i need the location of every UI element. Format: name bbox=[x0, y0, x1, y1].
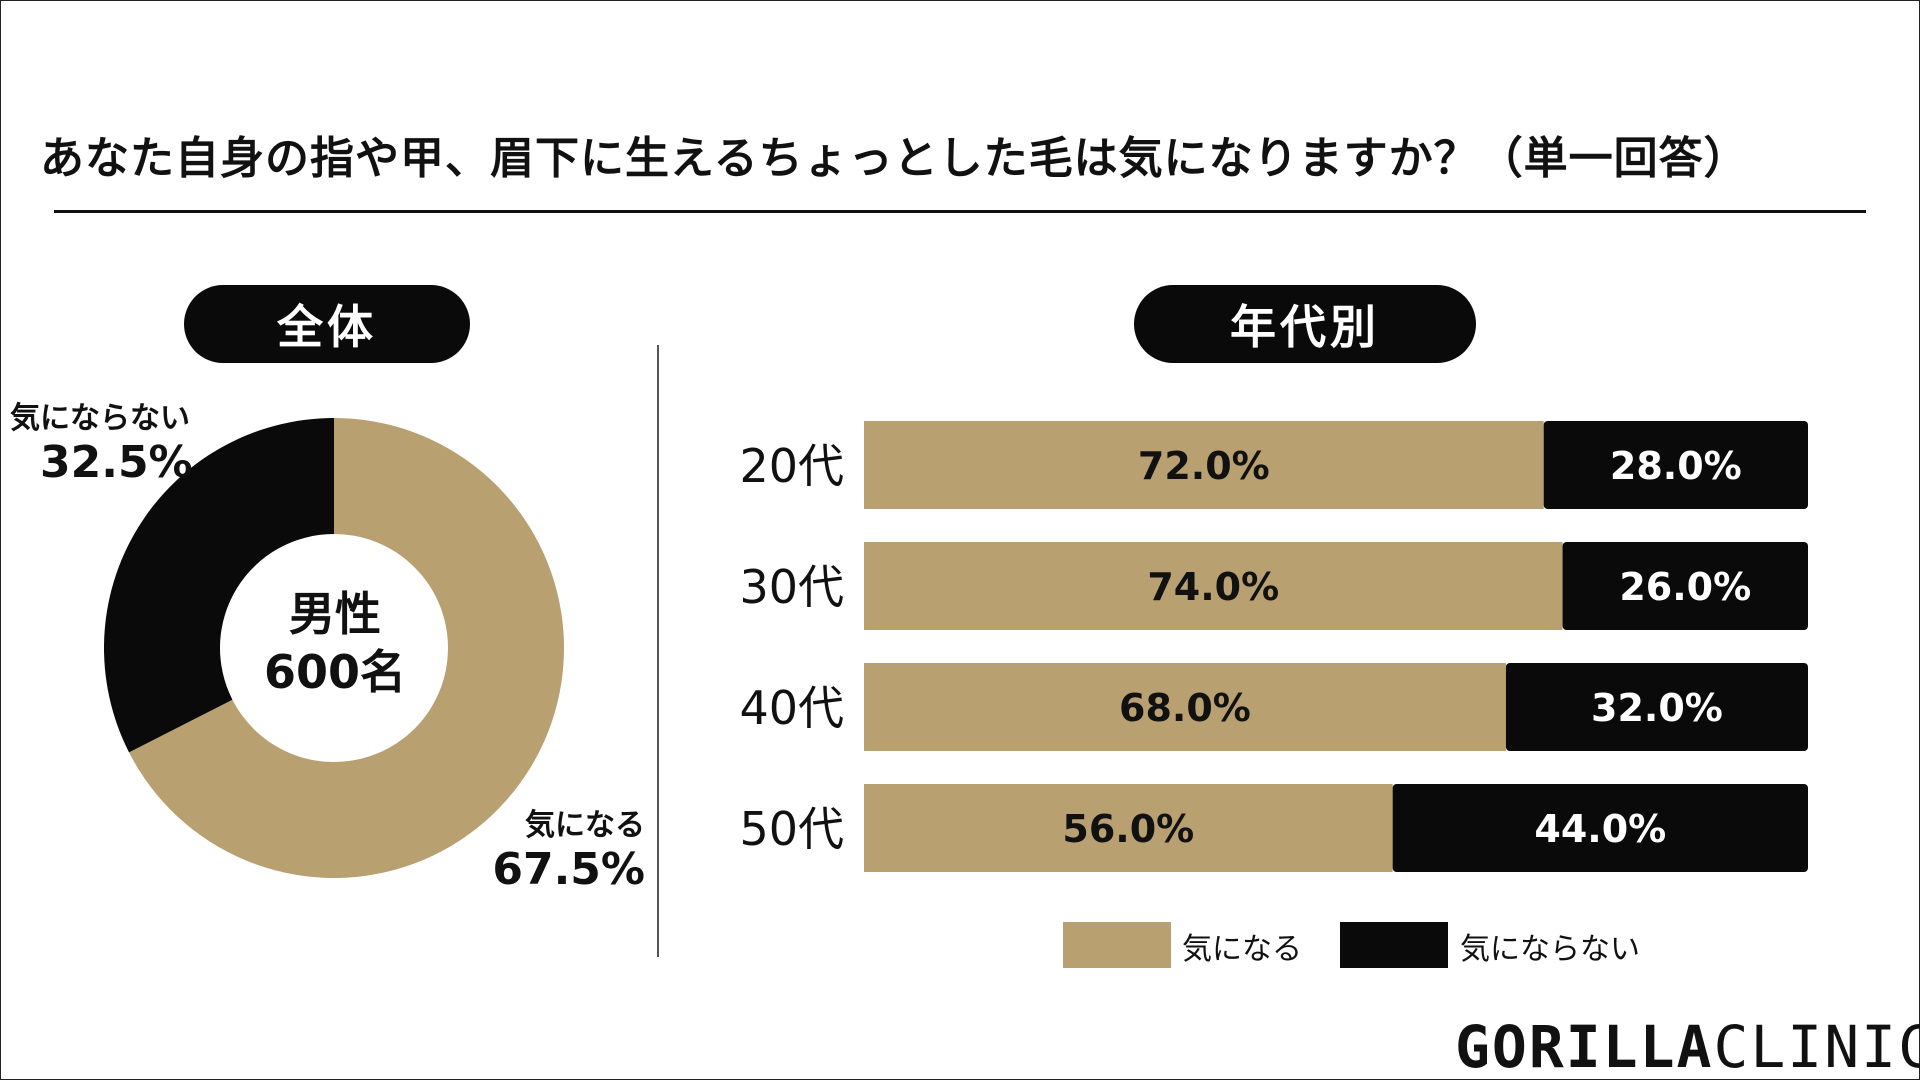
bar-segment-no bbox=[1392, 784, 1808, 872]
legend-swatch-no bbox=[1340, 922, 1448, 968]
overall-pill: 全体 bbox=[184, 285, 470, 363]
bar-segment-no bbox=[1505, 663, 1808, 751]
donut-chart bbox=[104, 418, 565, 878]
bar-value-label-yes: 74.0% bbox=[1147, 565, 1279, 609]
donut-slice-yes bbox=[129, 418, 565, 878]
donut-center-line2: 600名 bbox=[263, 645, 407, 699]
donut-slice-no bbox=[104, 418, 334, 753]
category-label: 50代 bbox=[739, 802, 844, 856]
bar-segment-yes bbox=[864, 663, 1506, 751]
logo-light: CLINIC bbox=[1713, 1013, 1920, 1081]
category-label: 40代 bbox=[739, 681, 844, 735]
donut-label-no-name: 気にならない bbox=[10, 401, 190, 436]
age-pill: 年代別 bbox=[1134, 285, 1476, 363]
bar-value-label-yes: 72.0% bbox=[1138, 444, 1270, 488]
bar-value-label-no: 28.0% bbox=[1610, 444, 1742, 488]
bar-segment-no bbox=[1543, 421, 1808, 509]
donut-label-yes-name: 気になる bbox=[525, 808, 645, 843]
gorilla-clinic-logo: GORILLACLINIC bbox=[1455, 1013, 1920, 1081]
legend-swatch-yes bbox=[1063, 922, 1171, 968]
donut-center-line1: 男性 bbox=[289, 587, 381, 641]
logo-bold: GORILLA bbox=[1455, 1013, 1714, 1081]
section-divider bbox=[657, 345, 659, 957]
chart-title: あなた自身の指や甲、眉下に生えるちょっとした毛は気になりますか？（単一回答） bbox=[40, 133, 1749, 184]
donut-label-yes: 気になる 67.5% bbox=[470, 800, 645, 895]
donut-label-yes-value: 67.5% bbox=[492, 844, 645, 895]
bar-value-label-no: 26.0% bbox=[1619, 565, 1751, 609]
legend-label-yes: 気になる bbox=[1182, 932, 1302, 967]
bar-value-label-yes: 68.0% bbox=[1119, 686, 1251, 730]
category-label: 20代 bbox=[739, 439, 844, 493]
legend-label-no: 気にならない bbox=[1460, 932, 1640, 967]
title-underline bbox=[54, 210, 1866, 213]
bar-value-label-yes: 56.0% bbox=[1062, 807, 1194, 851]
bar-segment-yes bbox=[864, 542, 1563, 630]
bar-value-label-no: 32.0% bbox=[1591, 686, 1723, 730]
category-label: 30代 bbox=[739, 560, 844, 614]
bar-segment-yes bbox=[864, 784, 1393, 872]
bar-segment-no bbox=[1562, 542, 1808, 630]
donut-label-no-value: 32.5% bbox=[40, 437, 193, 488]
donut-label-no: 気にならない 32.5% bbox=[10, 393, 205, 488]
donut-center-label: 男性 600名 bbox=[215, 585, 455, 701]
bar-segment-yes bbox=[864, 421, 1544, 509]
bar-value-label-no: 44.0% bbox=[1534, 807, 1666, 851]
